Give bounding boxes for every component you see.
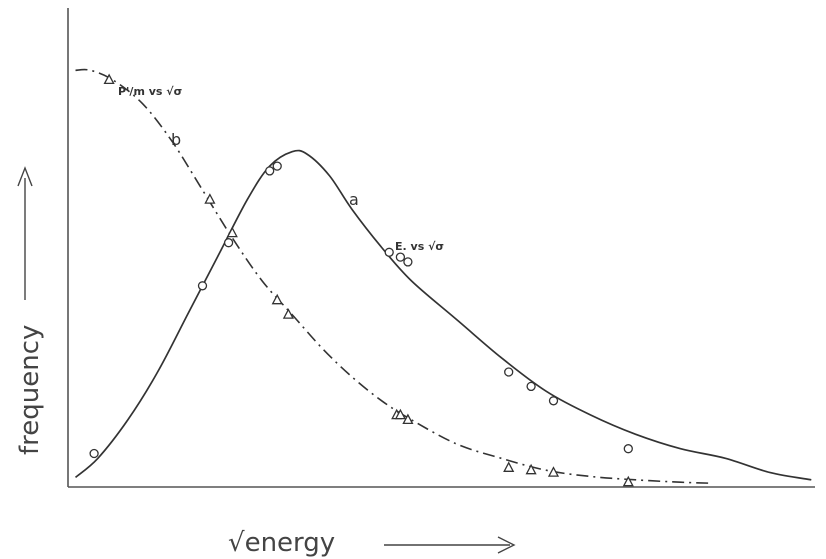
series-a-point	[504, 367, 514, 377]
series-b-point	[503, 461, 515, 472]
series-b-point	[402, 413, 414, 425]
series-b-point	[547, 466, 560, 477]
y-axis-arrowhead	[17, 166, 33, 187]
series-b-point	[394, 408, 406, 420]
series-b-line	[75, 68, 711, 484]
series-b-point	[271, 293, 283, 305]
series-a-point	[272, 161, 282, 171]
series-b-annotation: P'/m vs √σ	[118, 85, 182, 98]
series-b-markers	[103, 73, 634, 487]
series-a-point	[384, 247, 394, 257]
series-a-point	[403, 257, 413, 267]
series-b-point	[204, 193, 216, 204]
y-axis-title: frequency	[15, 325, 45, 455]
series-a-point	[265, 166, 275, 176]
series-b-letter: b	[171, 130, 181, 149]
series-b-point	[525, 463, 537, 475]
series-a-point	[526, 381, 536, 392]
series-b-point	[226, 226, 238, 238]
x-axis-title: √energy	[228, 528, 335, 558]
series-a-annotation: E. vs √σ	[395, 240, 444, 253]
x-axis-arrowhead	[497, 536, 516, 554]
series-a-line	[74, 149, 812, 481]
series-a-letter: a	[349, 190, 359, 209]
series-a-point	[89, 448, 99, 459]
series-b-point	[103, 73, 115, 85]
series-a-markers	[89, 161, 633, 459]
series-b-point	[622, 475, 634, 487]
series-a-point	[395, 252, 406, 262]
series-a-point	[197, 281, 208, 291]
series-a-point	[223, 238, 234, 248]
y-axis-title-group: frequency	[15, 325, 45, 455]
series-a-point	[548, 396, 559, 406]
series-b-point	[282, 308, 294, 319]
series-a-point	[623, 444, 633, 454]
